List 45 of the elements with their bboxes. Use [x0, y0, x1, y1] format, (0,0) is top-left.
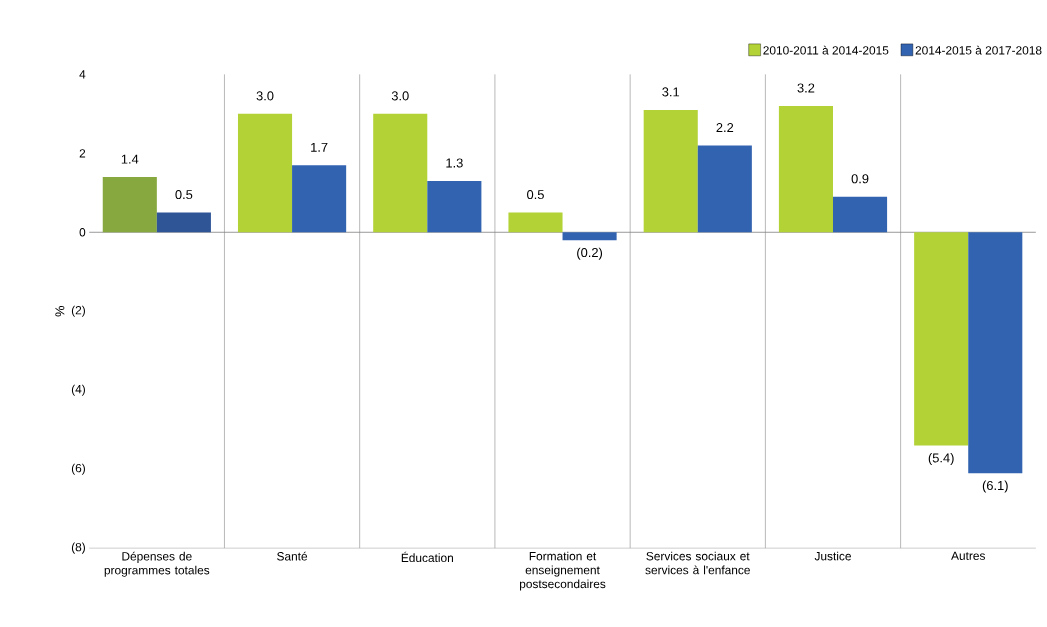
data-label: (6.1) — [982, 480, 1008, 493]
x-tick-label: Santé — [277, 551, 308, 561]
bar — [156, 212, 211, 233]
y-tick-label: (6) — [71, 463, 85, 475]
legend-label: 2014-2015 à 2017-2018 — [915, 45, 1042, 55]
y-tick-label: (4) — [71, 384, 85, 396]
data-label: 2.2 — [716, 122, 734, 132]
data-label: (5.4) — [928, 452, 954, 465]
bar — [292, 164, 347, 233]
x-tick-label: Éducation — [401, 551, 453, 562]
data-label: 1.3 — [446, 158, 463, 168]
data-label: (0.2) — [577, 247, 603, 260]
bar — [562, 232, 617, 240]
bar — [697, 145, 752, 233]
bar — [102, 176, 157, 233]
x-tick-label: Autres — [951, 551, 985, 560]
bar — [237, 113, 293, 233]
x-tick-label: Dépenses de programmes totales — [104, 551, 210, 577]
data-label: 0.5 — [175, 189, 193, 199]
x-tick-label: Formation et enseignement postsecondaires — [519, 551, 606, 591]
data-label: 3.0 — [256, 91, 274, 101]
y-tick-label: (8) — [71, 542, 85, 554]
y-tick-label: 2 — [79, 148, 86, 158]
data-label: 3.2 — [797, 83, 815, 93]
bar — [833, 196, 888, 233]
y-tick-label: (2) — [71, 305, 85, 317]
data-label: 1.7 — [311, 142, 328, 152]
x-tick-label: Services sociaux et services à l'enfance — [645, 551, 750, 575]
y-tick-label: 0 — [79, 227, 86, 237]
data-label: 1.4 — [121, 154, 139, 164]
bar — [968, 232, 1023, 473]
bar — [778, 105, 833, 233]
y-axis-title: % — [55, 305, 65, 317]
bar — [914, 232, 969, 446]
legend-label: 2010-2011 à 2014-2015 — [763, 45, 889, 55]
bar — [508, 212, 563, 233]
x-tick-label: Justice — [814, 551, 851, 561]
bar — [373, 113, 428, 233]
bar — [427, 180, 482, 233]
data-label: 0.5 — [527, 189, 544, 199]
y-tick-label: 4 — [79, 70, 86, 79]
data-label: 3.1 — [662, 87, 680, 97]
data-label: 3.0 — [391, 91, 409, 101]
data-label: 0.9 — [851, 173, 869, 184]
bar — [643, 109, 698, 233]
